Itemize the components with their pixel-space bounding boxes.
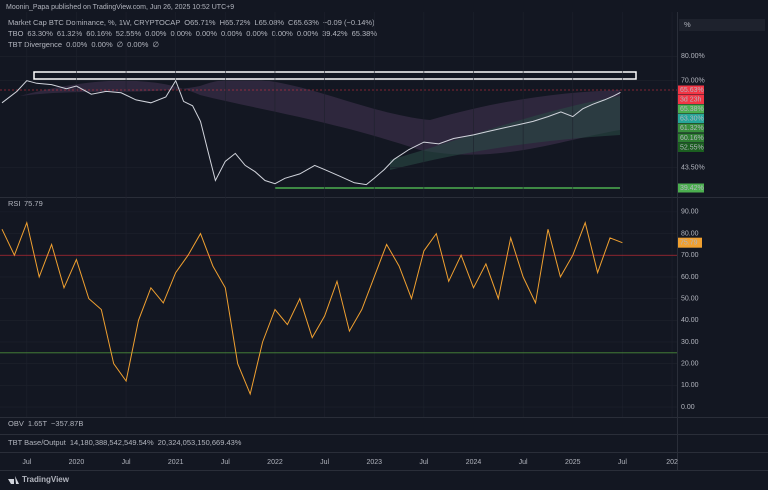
x-tick-label: 2024 bbox=[466, 459, 482, 466]
x-tick-label: 2023 bbox=[366, 459, 382, 466]
legend-item: ∅ bbox=[117, 40, 124, 49]
y-tick-label: 60.00 bbox=[681, 274, 699, 281]
price-tag bbox=[678, 183, 704, 193]
legend-item: ∅ bbox=[152, 40, 159, 49]
price-tag bbox=[678, 114, 704, 123]
x-tick-label: Jul bbox=[122, 459, 131, 466]
price-tag bbox=[678, 123, 704, 133]
legend-item: 1.65T bbox=[28, 419, 48, 428]
y-tick-label: 70.00 bbox=[681, 252, 699, 259]
x-tick-label: Jul bbox=[519, 459, 528, 466]
legend-item: TBO bbox=[8, 29, 24, 38]
price-tag bbox=[678, 95, 704, 104]
price-tag-label: 60.16% bbox=[680, 135, 704, 142]
x-tick-label: 2021 bbox=[168, 459, 184, 466]
axis: 80.00% 70.00% 43.50% Jul 2020 Jul 2021 Jul 2022 J… bbox=[0, 12, 705, 466]
value-tag bbox=[678, 237, 702, 248]
legend-item: TBT Divergence bbox=[8, 40, 62, 49]
y-tick-label: 80.00 bbox=[681, 230, 699, 237]
legend-item: H65.72% bbox=[220, 18, 251, 27]
legend-item: 0.00% bbox=[221, 29, 243, 38]
legend-item: 63.30% bbox=[27, 29, 53, 38]
y-tick-label: 40.00 bbox=[681, 317, 699, 324]
price-tag-label: 39.42% bbox=[680, 185, 704, 192]
x-tick-label: Jul bbox=[221, 459, 230, 466]
price-tag-label: 65.63% bbox=[680, 87, 704, 94]
scale-button[interactable] bbox=[679, 19, 765, 31]
legend-item: 0.00% bbox=[66, 40, 88, 49]
legend-item: L65.08% bbox=[254, 18, 284, 27]
x-tick-label: Jul bbox=[618, 459, 627, 466]
price-tag-label: 61.32% bbox=[680, 125, 704, 132]
legend-item: C65.63% bbox=[288, 18, 319, 27]
legend-item: Market Cap BTC Dominance, %, 1W, CRYPTOC… bbox=[8, 18, 180, 27]
publisher: Moonin_Papa published on TradingView.com… bbox=[6, 4, 234, 11]
legend-item: 52.55% bbox=[116, 29, 142, 38]
y-tick-label: 43.50% bbox=[681, 164, 705, 171]
y-tick-label: 80.00% bbox=[681, 53, 705, 60]
y-tick-label: 70.00% bbox=[681, 78, 705, 85]
price-tag bbox=[678, 85, 704, 95]
price-tag-label: 65.38% bbox=[680, 106, 704, 113]
x-tick-label: 2022 bbox=[267, 459, 283, 466]
legend-item: O65.71% bbox=[184, 18, 216, 27]
x-tick-label: Jul bbox=[22, 459, 31, 466]
legend-item: 60.16% bbox=[86, 29, 112, 38]
legend-item: 0.00% bbox=[297, 29, 319, 38]
legend-item: 0.00% bbox=[91, 40, 113, 49]
legend-item: 0.00% bbox=[170, 29, 192, 38]
legend-item: 0.00% bbox=[272, 29, 294, 38]
x-tick-label: 202 bbox=[666, 459, 678, 466]
y-tick-label: 30.00 bbox=[681, 339, 699, 346]
legend-item: TBT Base/Output bbox=[8, 438, 67, 447]
price-tag-label: 52.55% bbox=[680, 144, 704, 151]
logo bbox=[8, 476, 19, 484]
legend-item: 61.32% bbox=[57, 29, 83, 38]
scale-button-label[interactable]: % bbox=[684, 20, 691, 29]
pane-value: 75.79 bbox=[24, 199, 43, 208]
legend-item: 14,180,388,542,549.54% bbox=[70, 438, 154, 447]
legend-item: −357.87B bbox=[51, 419, 83, 428]
y-tick-label: 50.00 bbox=[681, 295, 699, 302]
pane-title: RSI bbox=[8, 199, 21, 208]
price-tag-label: 63.30% bbox=[680, 115, 704, 122]
legend-item: 65.38% bbox=[352, 29, 378, 38]
legend-item: OBV bbox=[8, 419, 24, 428]
cloud bbox=[390, 96, 620, 170]
legend-item: −0.09 (−0.14%) bbox=[323, 18, 375, 27]
x-tick-label: 2025 bbox=[565, 459, 581, 466]
footer-brand: TradingView bbox=[22, 475, 70, 484]
series-line bbox=[1, 79, 621, 186]
x-tick-label: 2020 bbox=[69, 459, 85, 466]
x-tick-label: Jul bbox=[320, 459, 329, 466]
price-tag bbox=[678, 133, 704, 143]
legend-item: 0.00% bbox=[145, 29, 167, 38]
legend-item: 0.00% bbox=[196, 29, 218, 38]
y-tick-label: 0.00 bbox=[681, 404, 695, 411]
y-tick-label: 10.00 bbox=[681, 382, 699, 389]
range-box bbox=[33, 71, 637, 80]
value-tag-label: 75.79 bbox=[680, 240, 698, 247]
x-tick-label: Jul bbox=[419, 459, 428, 466]
legend-item: 20,324,053,150,669.43% bbox=[158, 438, 242, 447]
legend-item: 0.00% bbox=[246, 29, 268, 38]
legend-item: 0.00% bbox=[127, 40, 149, 49]
series-line bbox=[1, 220, 623, 396]
y-tick-label: 90.00 bbox=[681, 209, 699, 216]
legend-item: 39.42% bbox=[322, 29, 348, 38]
price-tag bbox=[678, 104, 704, 114]
price-tag bbox=[678, 143, 704, 152]
price-tag-label: 3d 23h bbox=[680, 96, 702, 103]
y-tick-label: 20.00 bbox=[681, 361, 699, 368]
